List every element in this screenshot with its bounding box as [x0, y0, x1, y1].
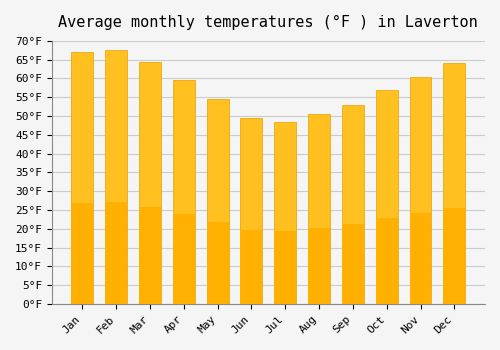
Bar [444, 208, 466, 304]
Bar [376, 90, 398, 304]
Title: Average monthly temperatures (°F ) in Laverton: Average monthly temperatures (°F ) in La… [58, 15, 478, 30]
Bar [173, 80, 195, 304]
Bar [139, 207, 161, 304]
Bar [410, 213, 432, 304]
Bar [173, 215, 195, 304]
Bar [410, 77, 432, 304]
Bar [376, 218, 398, 304]
Bar [308, 228, 330, 304]
Bar [72, 203, 94, 304]
Bar [274, 122, 296, 304]
Bar [240, 118, 262, 304]
Bar [206, 222, 229, 304]
Bar [308, 114, 330, 304]
Bar [206, 99, 229, 304]
Bar [444, 63, 466, 304]
Bar [342, 105, 364, 304]
Bar [72, 52, 94, 304]
Bar [105, 202, 127, 304]
Bar [139, 62, 161, 304]
Bar [274, 231, 296, 304]
Bar [342, 224, 364, 304]
Bar [105, 50, 127, 304]
Bar [240, 230, 262, 304]
